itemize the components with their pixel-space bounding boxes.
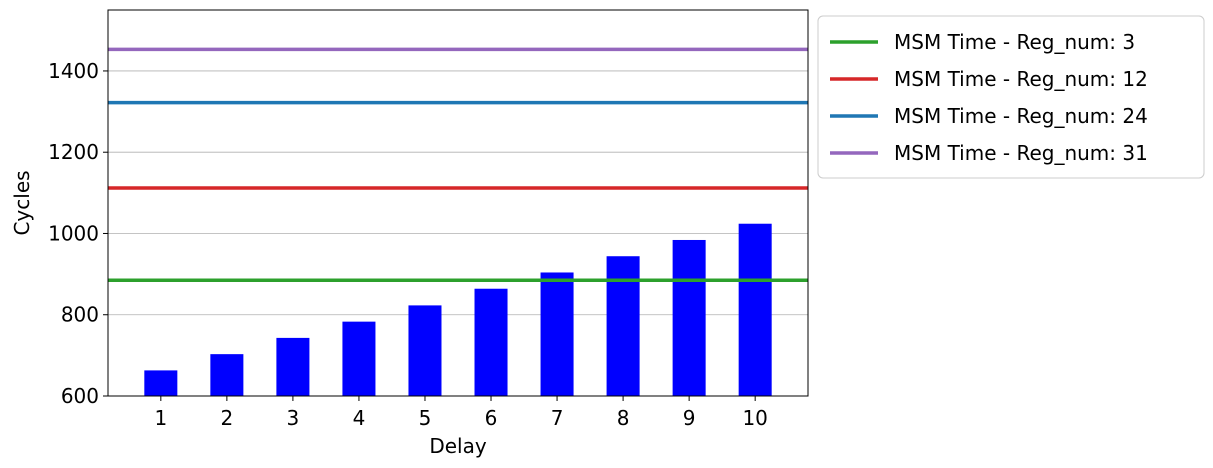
bar-4	[342, 321, 376, 396]
bar-10	[738, 223, 772, 396]
y-tick-label: 1400	[48, 59, 99, 83]
x-tick-label: 4	[353, 406, 366, 430]
y-tick-label: 1200	[48, 140, 99, 164]
bars	[144, 223, 772, 396]
x-tick-label: 2	[221, 406, 234, 430]
legend-label: MSM Time - Reg_num: 31	[894, 141, 1148, 165]
legend-label: MSM Time - Reg_num: 3	[894, 30, 1135, 54]
y-axis-ticks: 600 800 1000 1200 1400	[48, 59, 108, 408]
x-tick-label: 7	[551, 406, 564, 430]
x-axis-title: Delay	[429, 434, 487, 458]
legend: MSM Time - Reg_num: 3 MSM Time - Reg_num:…	[817, 15, 1205, 179]
y-tick-label: 800	[61, 303, 99, 327]
x-tick-label: 9	[683, 406, 696, 430]
y-axis-title: Cycles	[10, 170, 34, 235]
x-tick-label: 8	[617, 406, 630, 430]
x-tick-label: 1	[154, 406, 167, 430]
x-tick-label: 5	[419, 406, 432, 430]
x-tick-label: 10	[742, 406, 767, 430]
plot-frame	[107, 9, 809, 397]
bar-7	[540, 272, 574, 396]
legend-item: MSM Time - Reg_num: 24	[830, 104, 1148, 128]
bar-2	[210, 354, 244, 396]
legend-item: MSM Time - Reg_num: 12	[830, 67, 1148, 91]
reference-lines	[108, 47, 808, 282]
legend-label: MSM Time - Reg_num: 24	[894, 104, 1148, 128]
bar-3	[276, 337, 310, 396]
legend-frame	[817, 15, 1205, 179]
bar-1	[144, 370, 178, 396]
bar-6	[474, 288, 508, 396]
bar-5	[408, 305, 442, 396]
bar-9	[672, 239, 706, 396]
legend-item: MSM Time - Reg_num: 3	[830, 30, 1135, 54]
y-tick-label: 1000	[48, 221, 99, 245]
x-axis-ticks: 1 2 3 4 5 6 7 8 9 10	[154, 396, 768, 430]
x-tick-label: 6	[485, 406, 498, 430]
legend-item: MSM Time - Reg_num: 31	[830, 141, 1148, 165]
legend-label: MSM Time - Reg_num: 12	[894, 67, 1148, 91]
y-tick-label: 600	[61, 384, 99, 408]
bar-8	[606, 256, 640, 396]
x-tick-label: 3	[287, 406, 300, 430]
